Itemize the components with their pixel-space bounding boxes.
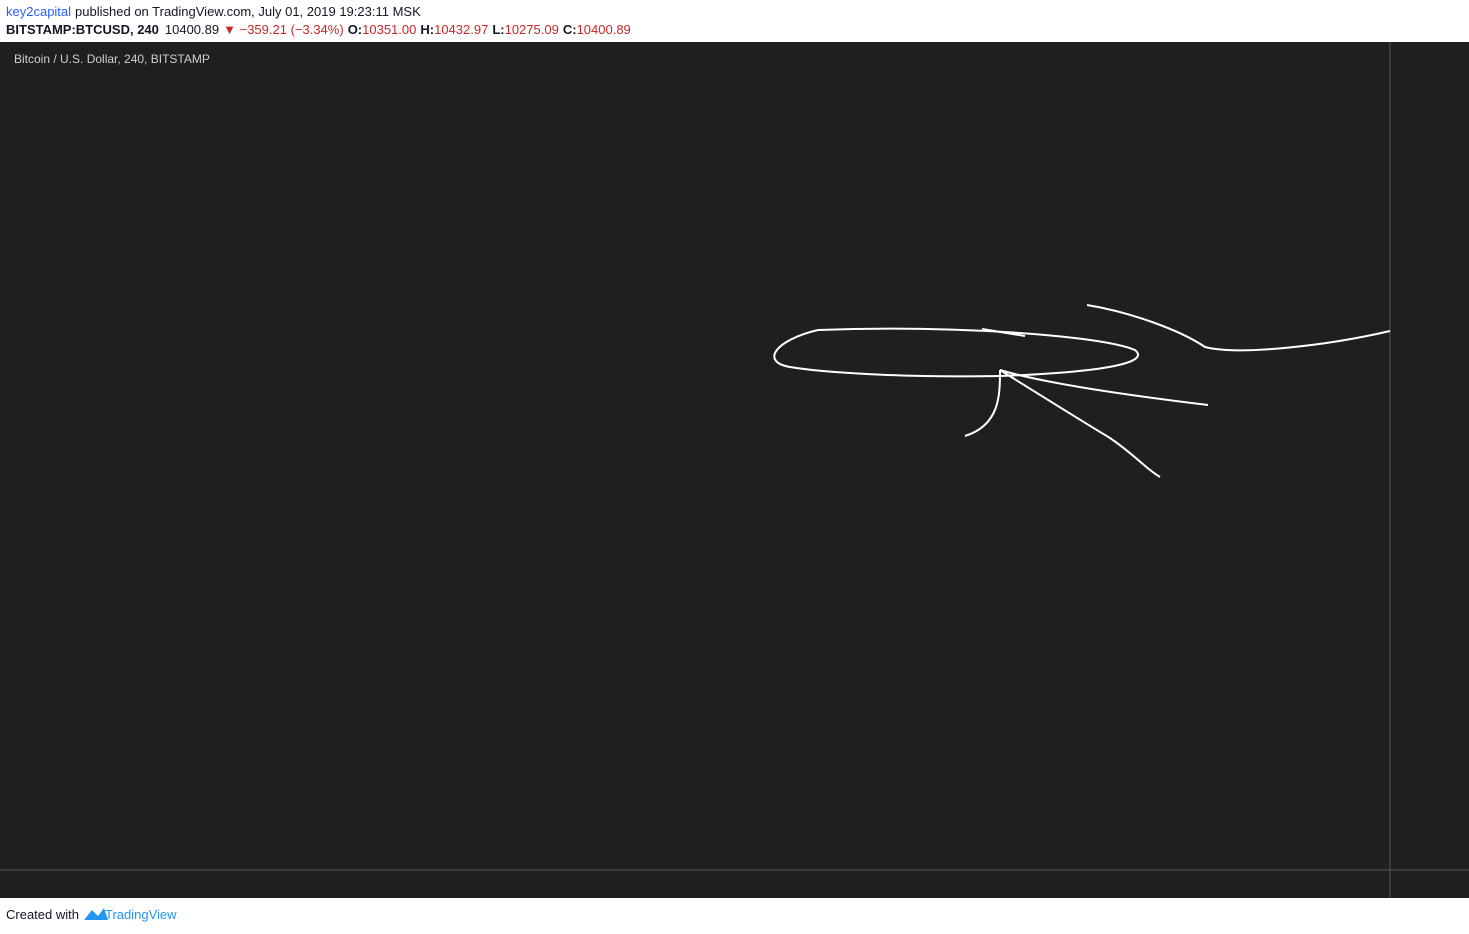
change: ▼ −359.21 (−3.34%)	[223, 22, 344, 37]
logo	[84, 908, 108, 920]
chart-panel	[0, 42, 1469, 898]
chart-title: Bitcoin / U.S. Dollar, 240, BITSTAMP	[14, 52, 210, 66]
ohlc-label: L:	[492, 22, 504, 37]
author[interactable]: key2capital	[6, 4, 71, 19]
ohlc-label: C:	[563, 22, 577, 37]
last: 10400.89	[165, 22, 219, 37]
created: Created with	[6, 907, 79, 922]
ohlc-value: 10275.09	[505, 22, 559, 37]
ohlc-value: 10400.89	[577, 22, 631, 37]
ohlc-label: O:	[348, 22, 362, 37]
header-line1: key2capital published on TradingView.com,…	[6, 4, 421, 19]
footer: Created with TradingView	[6, 907, 177, 922]
ohlc-label: H:	[420, 22, 434, 37]
ohlc-value: 10351.00	[362, 22, 416, 37]
brand[interactable]: TradingView	[105, 907, 177, 922]
header-line2: BITSTAMP:BTCUSD, 240 10400.89 ▼ −359.21 (−…	[6, 22, 631, 37]
published: published on TradingView.com, July 01, 2…	[75, 4, 421, 19]
ohlc-value: 10432.97	[434, 22, 488, 37]
symbol: BITSTAMP:BTCUSD, 240	[6, 22, 159, 37]
hand-drawing	[773, 304, 1391, 478]
